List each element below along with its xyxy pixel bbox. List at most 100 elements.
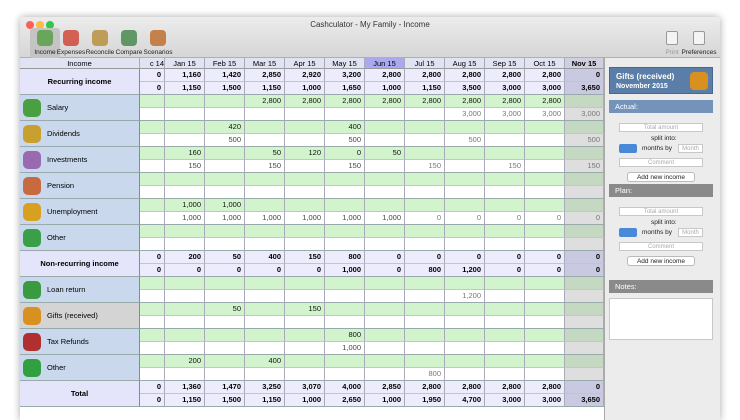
actual-cell[interactable]: [165, 342, 205, 355]
actual-cell[interactable]: [565, 342, 604, 355]
actual-cell[interactable]: [285, 238, 325, 251]
plan-cell[interactable]: 0: [565, 69, 604, 82]
column-header[interactable]: Oct 15: [525, 58, 565, 69]
plan-cell[interactable]: 1,000: [165, 199, 205, 212]
actual-cell[interactable]: 150: [405, 160, 445, 173]
actual-cell[interactable]: [245, 316, 285, 329]
months-stepper[interactable]: [619, 228, 637, 237]
toolbar-button[interactable]: Print: [654, 28, 690, 58]
plan-cell[interactable]: 1,360: [165, 381, 205, 394]
actual-cell[interactable]: [365, 368, 405, 381]
actual-cell[interactable]: 150: [165, 160, 205, 173]
plan-cell[interactable]: [445, 173, 485, 186]
plan-cell[interactable]: [140, 95, 165, 108]
actual-cell[interactable]: [365, 316, 405, 329]
plan-cell[interactable]: 150: [285, 251, 325, 264]
actual-cell[interactable]: [525, 238, 565, 251]
actual-cell[interactable]: [445, 342, 485, 355]
plan-cell[interactable]: [405, 225, 445, 238]
actual-cell[interactable]: [485, 342, 525, 355]
plan-cell[interactable]: [445, 225, 485, 238]
actual-cell[interactable]: 3,650: [565, 394, 604, 407]
plan-cell[interactable]: 2,850: [365, 381, 405, 394]
category-label[interactable]: Other: [20, 225, 140, 251]
plan-cell[interactable]: 2,800: [445, 69, 485, 82]
plan-cell[interactable]: [245, 303, 285, 316]
actual-cell[interactable]: [205, 342, 245, 355]
plan-cell[interactable]: [140, 329, 165, 342]
actual-cell[interactable]: 1,200: [445, 290, 485, 303]
plan-cell[interactable]: [245, 121, 285, 134]
plan-cell[interactable]: [165, 121, 205, 134]
plan-cell[interactable]: [445, 147, 485, 160]
plan-cell[interactable]: [525, 329, 565, 342]
actual-cell[interactable]: 0: [140, 82, 165, 95]
actual-cell[interactable]: [245, 186, 285, 199]
plan-cell[interactable]: [525, 199, 565, 212]
plan-cell[interactable]: [325, 199, 365, 212]
actual-cell[interactable]: [140, 160, 165, 173]
toolbar-button[interactable]: Reconcile: [85, 28, 115, 58]
plan-cell[interactable]: [245, 329, 285, 342]
actual-cell[interactable]: [485, 368, 525, 381]
actual-cell[interactable]: 1,000: [285, 82, 325, 95]
actual-cell[interactable]: [285, 186, 325, 199]
plan-cell[interactable]: [365, 225, 405, 238]
plan-cell[interactable]: 1,160: [165, 69, 205, 82]
actual-cell[interactable]: 800: [405, 368, 445, 381]
actual-cell[interactable]: [205, 368, 245, 381]
actual-cell[interactable]: [325, 186, 365, 199]
actual-cell[interactable]: 500: [205, 134, 245, 147]
plan-cell[interactable]: [405, 147, 445, 160]
plan-cell[interactable]: [525, 121, 565, 134]
actual-cell[interactable]: 1,000: [285, 212, 325, 225]
actual-cell[interactable]: [245, 368, 285, 381]
plan-cell[interactable]: 2,800: [405, 381, 445, 394]
plan-cell[interactable]: 0: [525, 251, 565, 264]
plan-cell[interactable]: [140, 303, 165, 316]
column-header[interactable]: Sep 15: [485, 58, 525, 69]
plan-cell[interactable]: [485, 147, 525, 160]
plan-cell[interactable]: [285, 355, 325, 368]
actual-cell[interactable]: 3,000: [485, 108, 525, 121]
actual-cell[interactable]: [245, 342, 285, 355]
actual-cell[interactable]: [140, 134, 165, 147]
plan-cell[interactable]: [485, 173, 525, 186]
actual-cell[interactable]: [565, 368, 604, 381]
plan-cell[interactable]: 2,800: [485, 69, 525, 82]
actual-cell[interactable]: 0: [285, 264, 325, 277]
actual-cell[interactable]: [365, 342, 405, 355]
actual-cell[interactable]: [525, 160, 565, 173]
plan-cell[interactable]: [165, 277, 205, 290]
plan-cell[interactable]: [365, 121, 405, 134]
actual-cell[interactable]: [285, 342, 325, 355]
actual-cell[interactable]: 3,000: [445, 108, 485, 121]
plan-cell[interactable]: [205, 147, 245, 160]
actual-cell[interactable]: [285, 134, 325, 147]
plan-cell[interactable]: [165, 329, 205, 342]
actual-cell[interactable]: [525, 134, 565, 147]
plan-cell[interactable]: [140, 121, 165, 134]
plan-cell[interactable]: [445, 121, 485, 134]
actual-cell[interactable]: [140, 342, 165, 355]
unit-input[interactable]: Month: [678, 228, 703, 237]
actual-cell[interactable]: 0: [525, 212, 565, 225]
plan-cell[interactable]: [285, 121, 325, 134]
plan-cell[interactable]: 200: [165, 251, 205, 264]
actual-cell[interactable]: [140, 316, 165, 329]
plan-cell[interactable]: [405, 199, 445, 212]
actual-cell[interactable]: [245, 108, 285, 121]
plan-cell[interactable]: [140, 225, 165, 238]
plan-cell[interactable]: [165, 303, 205, 316]
plan-cell[interactable]: 0: [445, 251, 485, 264]
plan-cell[interactable]: 200: [165, 355, 205, 368]
column-header[interactable]: Feb 15: [205, 58, 245, 69]
plan-cell[interactable]: 2,800: [405, 69, 445, 82]
actual-cell[interactable]: 3,650: [565, 82, 604, 95]
category-label[interactable]: Gifts (received): [20, 303, 140, 329]
plan-cell[interactable]: 2,800: [285, 95, 325, 108]
plan-cell[interactable]: [365, 173, 405, 186]
actual-cell[interactable]: 3,000: [525, 394, 565, 407]
plan-cell[interactable]: [285, 199, 325, 212]
plan-cell[interactable]: 400: [245, 355, 285, 368]
